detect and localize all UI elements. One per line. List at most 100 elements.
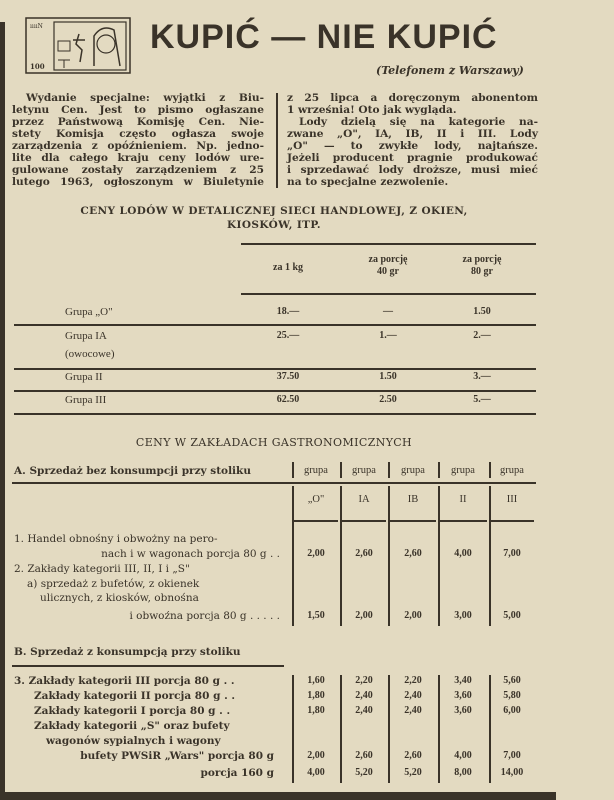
table2-row-label: 1. Handel obnośny i obwożny na pero- xyxy=(14,533,218,545)
table2-row-label: nach i w wagonach porcja 80 g . . xyxy=(101,548,280,560)
table1-row-label: Grupa III xyxy=(65,394,107,406)
article-title: KUPIĆ — NIE KUPIĆ xyxy=(150,18,498,56)
group-header-rule xyxy=(440,520,487,522)
table2-cell: 2,40 xyxy=(355,690,373,701)
table2-row-label: Zakłady kategorii I porcja 80 g . . xyxy=(34,705,231,717)
table1-title: CENY LODÓW W DETALICZNEJ SIECI HANDLOWEJ… xyxy=(12,205,536,231)
table2-row-label: porcja 160 g xyxy=(200,767,274,779)
column-divider xyxy=(438,675,440,783)
article-text-line: przez Państwową Komisję Cen. Nie- xyxy=(12,116,264,128)
table2-cell: 7,00 xyxy=(503,548,521,559)
table2-cell: 2,20 xyxy=(355,675,373,686)
section-b-rule xyxy=(12,665,284,667)
group-header-rule xyxy=(294,520,338,522)
group-header-word: grupa xyxy=(401,465,425,476)
table2-row-label: ulicznych, z kiosków, obnośna xyxy=(40,592,199,604)
table2-cell: 7,00 xyxy=(503,750,521,761)
table1-cell: 18.— xyxy=(276,306,300,317)
table1-cell: 37.50 xyxy=(276,371,300,382)
table1-column-header: za porcję 80 gr xyxy=(462,254,502,277)
table1-row-rule xyxy=(14,368,536,370)
svg-text:100: 100 xyxy=(30,62,45,71)
group-header-name: IB xyxy=(407,494,419,505)
section-a-heading: A. Sprzedaż bez konsumpcji przy stoliku xyxy=(14,465,251,477)
group-header-name: IA xyxy=(358,494,370,505)
article-text-line: letynu Cen. Jest to pismo ogłaszane xyxy=(12,104,264,116)
table2-cell: 5,20 xyxy=(355,767,373,778)
table1-cell: 5.— xyxy=(473,394,491,405)
table2-row-label: wagonów sypialnych i wagony xyxy=(46,735,221,747)
table2-row-label: 2. Zakłady kategorii III, II, I i „S" xyxy=(14,563,190,575)
table2-cell: 2,40 xyxy=(404,690,422,701)
table2-cell: 5,00 xyxy=(503,610,521,621)
table2-cell: 4,00 xyxy=(454,750,472,761)
column-divider xyxy=(438,486,440,626)
svg-text:ııııN: ııııN xyxy=(30,23,43,30)
group-header-rule xyxy=(491,520,534,522)
table1-top-rule xyxy=(241,243,536,245)
column-divider xyxy=(340,462,342,478)
group-header-word: grupa xyxy=(352,465,376,476)
section-b-heading: B. Sprzedaż z konsumpcją przy stoliku xyxy=(14,646,241,658)
column-divider xyxy=(438,462,440,478)
table2-cell: 8,00 xyxy=(454,767,472,778)
section-a-rule xyxy=(12,482,536,484)
table1-cell: — xyxy=(383,306,393,317)
column-divider xyxy=(388,675,390,783)
table1-row-label: Grupa „O" xyxy=(65,306,113,318)
table1-row-label: Grupa II xyxy=(65,371,103,383)
table1-row-sublabel: (owocowe) xyxy=(65,348,115,360)
table1-title-line2: KIOSKÓW, ITP. xyxy=(227,219,321,231)
group-header-name: „O" xyxy=(307,494,325,505)
article-text-line: lutego 1963, ogłoszonym w Biuletynie xyxy=(12,176,264,188)
table2-cell: 3,40 xyxy=(454,675,472,686)
table2-cell: 2,00 xyxy=(307,548,325,559)
table2-cell: 1,60 xyxy=(307,675,325,686)
table2-cell: 3,00 xyxy=(454,610,472,621)
table2-cell: 2,60 xyxy=(404,548,422,559)
table1-cell: 3.— xyxy=(473,371,491,382)
group-header-word: grupa xyxy=(451,465,475,476)
column-divider xyxy=(276,93,278,188)
table1-header-rule xyxy=(241,293,536,295)
article-text-line: z 25 lipca a doręczonym abonentom xyxy=(287,92,538,104)
table2-cell: 1,80 xyxy=(307,690,325,701)
article-text-line: zarządzenia z opóźnieniem. Np. jedno- xyxy=(12,140,264,152)
table2-cell: 6,00 xyxy=(503,705,521,716)
table1-row-rule xyxy=(14,390,536,392)
table1-row-rule xyxy=(14,324,536,326)
table2-cell: 2,00 xyxy=(404,610,422,621)
table1-cell: 1.50 xyxy=(473,306,491,317)
table2-cell: 5,20 xyxy=(404,767,422,778)
table2-row-label: 3. Zakłady kategorii III porcja 80 g . . xyxy=(14,675,235,687)
column-divider xyxy=(340,675,342,783)
table1-cell: 1.50 xyxy=(379,371,397,382)
article-text-line: zwane „O", IA, IB, II i III. Lody xyxy=(287,128,538,140)
article-text-line: na to specjalne zezwolenie. xyxy=(287,176,449,188)
article-subtitle: (Telefonem z Warszawy) xyxy=(376,64,524,77)
page-edge-bar xyxy=(0,22,5,792)
table1-cell: 62.50 xyxy=(276,394,300,405)
column-divider xyxy=(388,486,390,626)
group-header-rule xyxy=(342,520,386,522)
group-header-word: grupa xyxy=(304,465,328,476)
group-header-word: grupa xyxy=(500,465,524,476)
column-divider xyxy=(489,675,491,783)
table1-title-line1: CENY LODÓW W DETALICZNEJ SIECI HANDLOWEJ… xyxy=(80,205,468,217)
table2-cell: 3,60 xyxy=(454,705,472,716)
column-divider xyxy=(292,486,294,626)
group-header-name: III xyxy=(506,494,518,505)
article-text-line: lite dla całego kraju ceny lodów ure- xyxy=(12,152,264,164)
table2-row-label: Zakłady kategorii „S" oraz bufety xyxy=(34,720,230,732)
table2-cell: 4,00 xyxy=(307,767,325,778)
table2-cell: 1,80 xyxy=(307,705,325,716)
table1-cell: 2.— xyxy=(473,330,491,341)
article-text-line: gulowane zostały zarządzeniem z 25 xyxy=(12,164,264,176)
table2-cell: 2,00 xyxy=(307,750,325,761)
article-text-line: i sprzedawać lody droższe, musi mieć xyxy=(287,164,538,176)
table1-cell: 1.— xyxy=(379,330,397,341)
article-text-line: „O" — to zwykłe lody, najtańsze. xyxy=(287,140,538,152)
column-divider xyxy=(388,462,390,478)
table2-cell: 2,60 xyxy=(404,750,422,761)
table1-cell: 25.— xyxy=(276,330,300,341)
